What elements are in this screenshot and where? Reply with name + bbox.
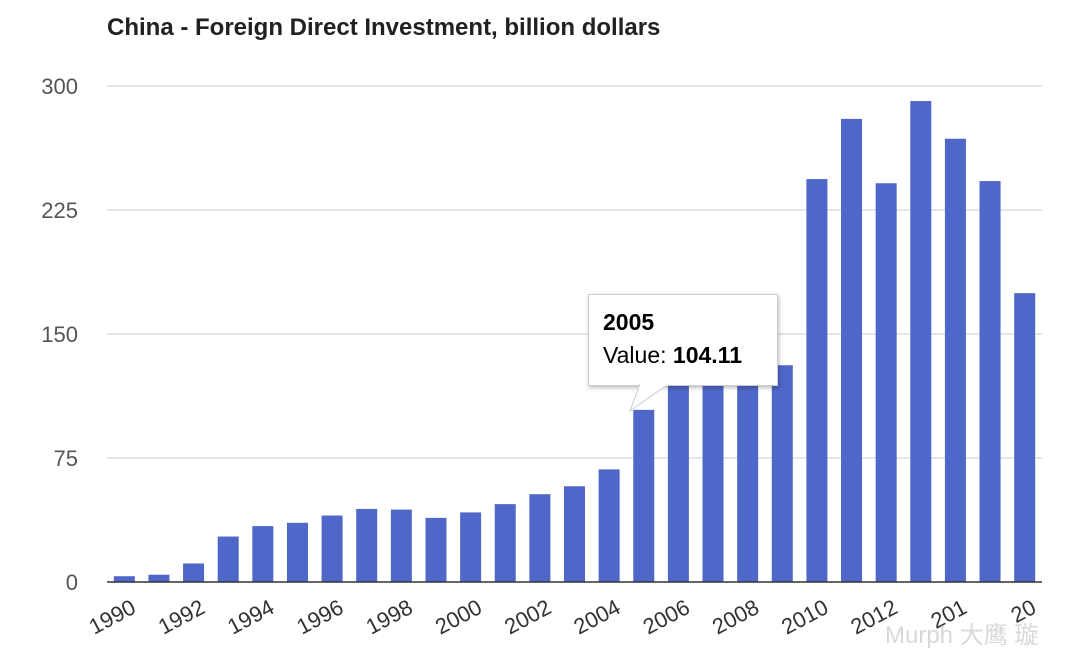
tooltip-pointer bbox=[628, 384, 669, 413]
bar-1996[interactable] bbox=[321, 515, 343, 582]
y-tick-label: 150 bbox=[41, 322, 78, 347]
x-tick-label: 2010 bbox=[777, 594, 832, 639]
bar-1997[interactable] bbox=[356, 508, 378, 582]
tooltip-value-line: Value: 104.11 bbox=[603, 342, 777, 369]
x-tick-label: 2000 bbox=[431, 594, 486, 639]
bar-1993[interactable] bbox=[217, 536, 239, 582]
bar-2002[interactable] bbox=[529, 494, 551, 582]
x-tick-label: 2004 bbox=[570, 594, 625, 639]
x-tick-label: 2006 bbox=[639, 594, 694, 639]
x-tick-label: 1996 bbox=[292, 594, 347, 639]
bar-2011[interactable] bbox=[841, 118, 863, 582]
bar-2009[interactable] bbox=[771, 365, 793, 582]
bar-2012[interactable] bbox=[875, 183, 897, 582]
bar-2003[interactable] bbox=[564, 486, 585, 582]
chart-title: China - Foreign Direct Investment, billi… bbox=[107, 14, 661, 41]
bar-1990[interactable] bbox=[113, 576, 135, 582]
y-tick-label: 300 bbox=[41, 74, 78, 99]
bar-2007[interactable] bbox=[702, 323, 724, 582]
bar-2000[interactable] bbox=[460, 512, 482, 582]
x-tick-label: 1990 bbox=[85, 594, 140, 639]
y-tick-label: 225 bbox=[41, 198, 78, 223]
data-tooltip: 2005 Value: 104.11 bbox=[588, 294, 778, 386]
tooltip-value: 104.11 bbox=[672, 342, 742, 368]
y-tick-label: 0 bbox=[66, 570, 78, 595]
bar-1991[interactable] bbox=[148, 574, 170, 582]
x-tick-label: 2008 bbox=[708, 594, 763, 639]
x-tick-label: 1994 bbox=[223, 594, 278, 639]
y-tick-label: 75 bbox=[54, 446, 78, 471]
bar-2004[interactable] bbox=[598, 469, 620, 582]
gridlines bbox=[107, 85, 1042, 459]
bar-2006[interactable] bbox=[667, 376, 689, 582]
y-axis-labels: 0 75 150 225 300 bbox=[41, 74, 78, 595]
x-tick-label: 1998 bbox=[362, 594, 417, 639]
bar-2005[interactable] bbox=[633, 409, 655, 582]
bars bbox=[113, 101, 1036, 583]
bar-2013[interactable] bbox=[910, 101, 932, 582]
bar-1994[interactable] bbox=[252, 526, 274, 582]
bar-1992[interactable] bbox=[183, 563, 205, 582]
bar-2015[interactable] bbox=[979, 181, 1001, 583]
bar-2014[interactable] bbox=[944, 138, 966, 582]
bar-2010[interactable] bbox=[806, 179, 828, 582]
tooltip-year: 2005 bbox=[603, 309, 655, 335]
bar-2001[interactable] bbox=[494, 504, 516, 582]
bar-1999[interactable] bbox=[425, 517, 447, 582]
bar-1995[interactable] bbox=[286, 522, 308, 582]
x-tick-label: 1992 bbox=[154, 594, 209, 639]
tooltip-value-label: Value: bbox=[603, 342, 667, 368]
x-tick-label: 2002 bbox=[500, 594, 555, 639]
watermark: Murph 大鹰 璇 bbox=[885, 622, 1039, 649]
bar-1998[interactable] bbox=[390, 509, 412, 582]
bar-2016[interactable] bbox=[1014, 293, 1036, 582]
